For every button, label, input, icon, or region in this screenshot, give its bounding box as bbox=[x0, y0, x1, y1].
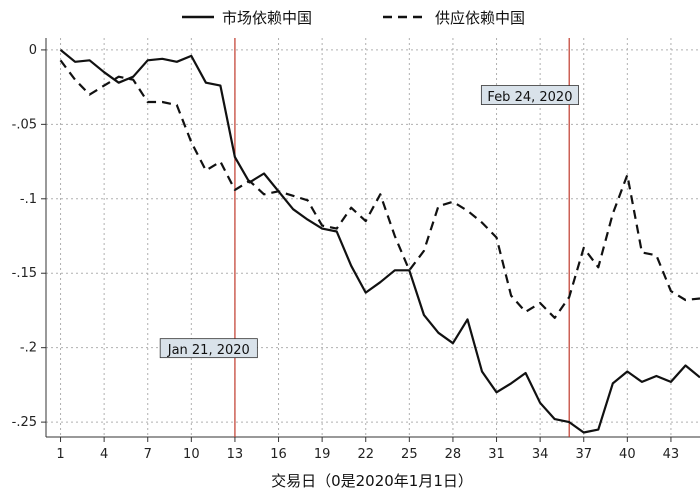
event-annotation: Feb 24, 2020 bbox=[480, 85, 579, 105]
x-tick-label: 25 bbox=[401, 447, 418, 462]
y-tick-label: -.1 bbox=[20, 192, 37, 207]
x-tick-label: 22 bbox=[357, 447, 374, 462]
x-tick-label: 7 bbox=[144, 447, 152, 462]
series-lines bbox=[59, 49, 700, 434]
x-tick-label: 34 bbox=[532, 447, 549, 462]
event-annotation: Jan 21, 2020 bbox=[159, 338, 258, 359]
x-tick-label: 28 bbox=[445, 447, 462, 462]
x-tick-label: 37 bbox=[575, 447, 592, 462]
legend: 市场依赖中国 供应依赖中国 bbox=[182, 9, 525, 27]
x-tick-label: 1 bbox=[56, 447, 64, 462]
x-axis-title: 交易日（0是2020年1月1日） bbox=[271, 472, 473, 490]
legend-item-1: 市场依赖中国 bbox=[182, 9, 312, 27]
x-tick-label: 40 bbox=[619, 447, 636, 462]
series-line-1 bbox=[59, 49, 700, 434]
event-annotation-label: Feb 24, 2020 bbox=[487, 90, 572, 105]
y-tick-label: 0 bbox=[29, 43, 37, 58]
annotations: Jan 21, 2020 Feb 24, 2020 bbox=[159, 85, 579, 359]
legend-label: 供应依赖中国 bbox=[435, 9, 525, 27]
event-annotation-box bbox=[480, 85, 579, 105]
y-tick-label: -.05 bbox=[12, 117, 37, 132]
event-annotation-label: Jan 21, 2020 bbox=[167, 343, 250, 358]
x-tick-label: 31 bbox=[488, 447, 505, 462]
x-tick-label: 16 bbox=[270, 447, 287, 462]
grid bbox=[46, 38, 700, 437]
axes: 0 -.05 -.1 -.15 -.2 -.25 1 4 7 10 13 16 19 22 25 28 31 34… bbox=[12, 38, 700, 462]
x-tick-label: 13 bbox=[227, 447, 244, 462]
x-tick-label: 10 bbox=[183, 447, 200, 462]
y-tick-label: -.15 bbox=[12, 266, 37, 281]
x-tick-label: 4 bbox=[100, 447, 108, 462]
y-tick-label: -.2 bbox=[20, 341, 37, 356]
x-tick-label: 19 bbox=[314, 447, 331, 462]
legend-item-2: 供应依赖中国 bbox=[383, 9, 525, 27]
y-tick-label: -.25 bbox=[12, 415, 37, 430]
series-line-2 bbox=[59, 59, 700, 319]
event-annotation-box bbox=[159, 338, 258, 359]
legend-label: 市场依赖中国 bbox=[222, 9, 312, 27]
x-tick-label: 43 bbox=[663, 447, 680, 462]
